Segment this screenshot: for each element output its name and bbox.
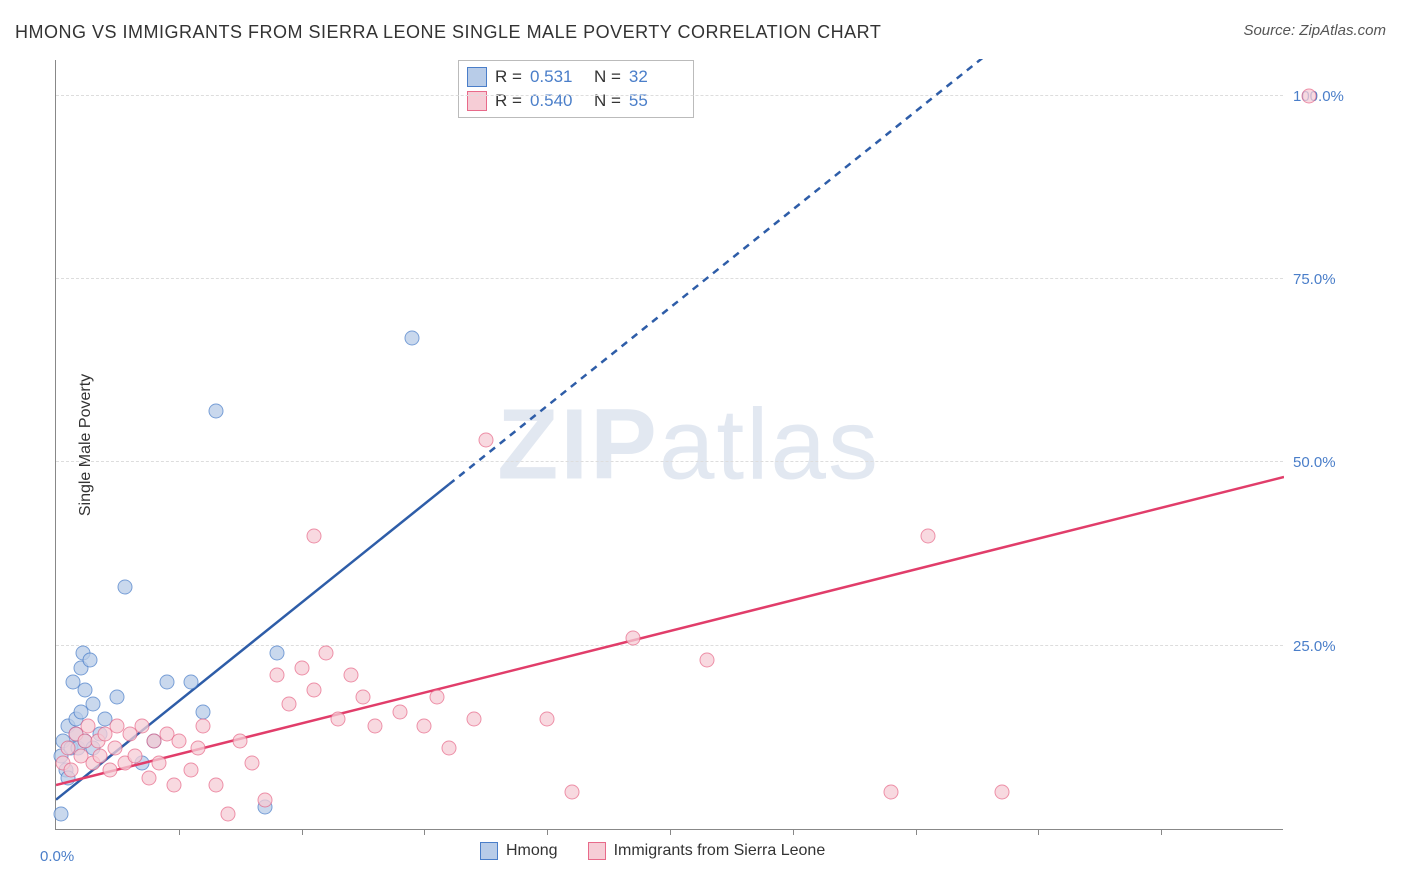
data-point-pink [245, 756, 260, 771]
legend-label: Hmong [506, 842, 558, 860]
data-point-blue [208, 404, 223, 419]
x-tick [302, 829, 303, 835]
data-point-blue [405, 330, 420, 345]
data-point-pink [1301, 88, 1316, 103]
data-point-pink [233, 734, 248, 749]
legend-swatch [467, 67, 487, 87]
correlation-legend: R = 0.531 N = 32R = 0.540N = 55 [458, 60, 694, 118]
data-point-pink [478, 433, 493, 448]
data-point-blue [117, 580, 132, 595]
data-point-pink [884, 785, 899, 800]
data-point-blue [196, 704, 211, 719]
data-point-pink [564, 785, 579, 800]
y-tick-label: 75.0% [1293, 271, 1373, 288]
trendline-pink [56, 59, 1284, 829]
legend-r-label: R = [495, 67, 522, 87]
chart-container: Single Male Poverty ZIPatlas R = 0.531N … [55, 60, 1385, 830]
data-point-pink [417, 719, 432, 734]
data-point-pink [331, 712, 346, 727]
data-point-blue [184, 675, 199, 690]
x-tick [424, 829, 425, 835]
data-point-blue [83, 653, 98, 668]
data-point-pink [994, 785, 1009, 800]
legend-n-value: 32 [629, 67, 685, 87]
data-point-blue [66, 675, 81, 690]
legend-swatch [588, 842, 606, 860]
data-point-pink [93, 748, 108, 763]
chart-title: HMONG VS IMMIGRANTS FROM SIERRA LEONE SI… [15, 22, 881, 43]
gridline-h [56, 645, 1283, 646]
data-point-pink [429, 690, 444, 705]
data-point-pink [134, 719, 149, 734]
data-point-pink [294, 660, 309, 675]
x-tick [1161, 829, 1162, 835]
data-point-pink [103, 763, 118, 778]
data-point-pink [282, 697, 297, 712]
data-point-pink [208, 778, 223, 793]
data-point-pink [220, 807, 235, 822]
legend-swatch [480, 842, 498, 860]
legend-label: Immigrants from Sierra Leone [614, 842, 826, 860]
data-point-pink [920, 528, 935, 543]
data-point-pink [257, 792, 272, 807]
data-point-pink [306, 682, 321, 697]
data-point-pink [356, 690, 371, 705]
data-point-blue [159, 675, 174, 690]
data-point-blue [53, 807, 68, 822]
data-point-pink [63, 763, 78, 778]
x-tick [1038, 829, 1039, 835]
y-tick-label: 50.0% [1293, 454, 1373, 471]
data-point-pink [184, 763, 199, 778]
data-point-pink [80, 719, 95, 734]
data-point-pink [699, 653, 714, 668]
data-point-blue [110, 690, 125, 705]
gridline-h [56, 278, 1283, 279]
data-point-pink [441, 741, 456, 756]
data-point-pink [343, 668, 358, 683]
gridline-h [56, 461, 1283, 462]
legend-item: Hmong [480, 842, 558, 860]
data-point-pink [191, 741, 206, 756]
watermark: ZIPatlas [497, 387, 880, 502]
x-tick [547, 829, 548, 835]
source-attribution: Source: ZipAtlas.com [1243, 22, 1386, 39]
data-point-pink [626, 631, 641, 646]
data-point-pink [306, 528, 321, 543]
plot-area: ZIPatlas R = 0.531N = 32R = 0.540N = 55 … [55, 60, 1283, 830]
x-axis-min: 0.0% [40, 848, 74, 865]
data-point-pink [152, 756, 167, 771]
data-point-blue [85, 697, 100, 712]
series-legend: Hmong Immigrants from Sierra Leone [480, 842, 825, 860]
data-point-blue [270, 646, 285, 661]
data-point-pink [196, 719, 211, 734]
data-point-pink [127, 748, 142, 763]
legend-item: Immigrants from Sierra Leone [588, 842, 826, 860]
data-point-pink [392, 704, 407, 719]
data-point-pink [540, 712, 555, 727]
x-tick [670, 829, 671, 835]
legend-r-value: 0.531 [530, 67, 586, 87]
data-point-pink [466, 712, 481, 727]
gridline-h [56, 95, 1283, 96]
data-point-pink [107, 741, 122, 756]
legend-n-label: N = [594, 67, 621, 87]
legend-row: R = 0.531 N = 32 [467, 65, 685, 89]
trendline-blue [56, 59, 1284, 829]
x-tick [793, 829, 794, 835]
y-tick-label: 25.0% [1293, 638, 1373, 655]
data-point-pink [270, 668, 285, 683]
data-point-pink [368, 719, 383, 734]
legend-row: R = 0.540N = 55 [467, 89, 685, 113]
data-point-pink [319, 646, 334, 661]
x-tick [916, 829, 917, 835]
data-point-pink [142, 770, 157, 785]
data-point-pink [166, 778, 181, 793]
data-point-pink [171, 734, 186, 749]
x-tick [179, 829, 180, 835]
